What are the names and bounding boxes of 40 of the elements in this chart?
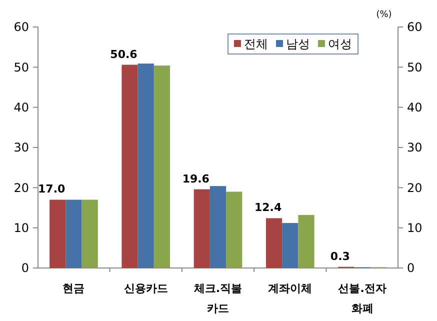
y-tick-label: 50	[14, 60, 29, 74]
bar	[194, 189, 210, 268]
y2-tick-label: 50	[407, 60, 422, 74]
x-tick-label: 계좌이체	[268, 282, 312, 295]
bar	[298, 214, 314, 268]
bar	[66, 200, 82, 268]
y-tick-label: 0	[21, 261, 29, 276]
bar	[266, 218, 282, 268]
bar	[226, 192, 242, 268]
data-label: 12.4	[254, 201, 282, 214]
y2-tick-label: 10	[407, 221, 422, 236]
y2-tick-label: 60	[407, 20, 422, 34]
bar	[122, 64, 138, 268]
bar	[82, 200, 98, 268]
x-tick-label: 체크.직불 카드	[192, 282, 242, 315]
legend-label: 전체	[244, 37, 268, 52]
bar	[50, 200, 66, 268]
x-tick-label: 신용카드	[124, 282, 168, 295]
data-label: 19.6	[182, 172, 210, 186]
bar	[210, 186, 226, 268]
y-tick-label: 30	[14, 140, 29, 155]
y2-tick-label: 20	[407, 180, 422, 195]
y-tick-label: 60	[14, 20, 29, 34]
legend-label: 남성	[286, 37, 310, 52]
legend-label: 여성	[328, 37, 352, 52]
x-tick-label: 선불.전자 화폐	[338, 282, 386, 315]
bar	[154, 66, 170, 268]
y-tick-label: 20	[14, 180, 29, 195]
bar	[282, 223, 298, 268]
y2-tick-label: 40	[407, 100, 422, 115]
data-label: 17.0	[38, 182, 66, 196]
x-tick-label: 현금	[62, 282, 85, 295]
data-label: 50.6	[110, 48, 138, 61]
data-label: 0.3	[330, 250, 350, 263]
y-tick-label: 10	[14, 221, 29, 236]
y2-tick-label: 30	[407, 140, 422, 155]
y2-axis-title: (%)	[376, 10, 392, 20]
y-tick-label: 40	[14, 100, 29, 115]
bar	[138, 64, 154, 268]
y2-tick-label: 0	[407, 261, 415, 276]
